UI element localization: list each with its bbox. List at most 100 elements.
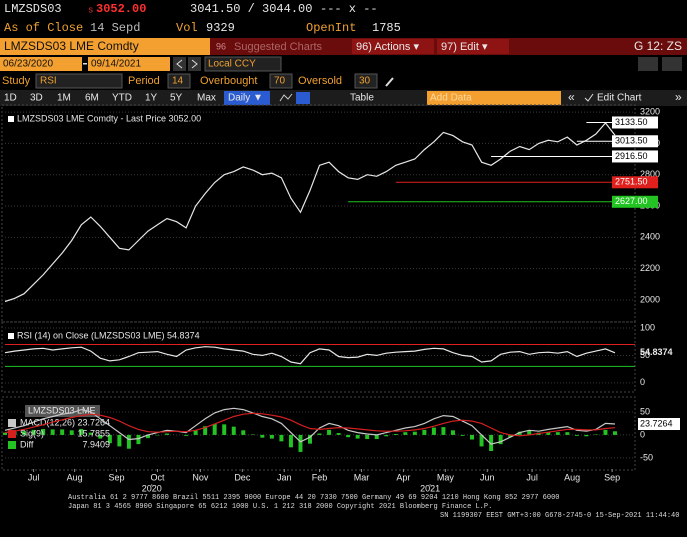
x-tick-label: Feb: [312, 472, 328, 482]
panel-border: [1, 104, 636, 323]
bar-icon[interactable]: [296, 92, 310, 104]
line-icon[interactable]: [279, 93, 293, 102]
last-value: 54.8374: [640, 347, 673, 357]
collapse[interactable]: «: [568, 90, 575, 104]
y-tick-label: 2000: [640, 294, 660, 304]
level-box: [612, 195, 658, 208]
start-date-box[interactable]: [0, 57, 82, 71]
vol-label: Vol: [176, 21, 198, 35]
legend-swatch: [8, 430, 16, 438]
rsi-line: [4, 346, 616, 365]
y-tick-label: 2800: [640, 169, 660, 179]
series-line: [4, 412, 616, 437]
edit-chart[interactable]: Edit Chart: [597, 93, 642, 104]
period-button[interactable]: 6M: [85, 93, 99, 104]
end-date-box[interactable]: [88, 57, 170, 71]
histogram-bar: [365, 434, 370, 440]
table[interactable]: Table: [350, 93, 374, 104]
price-line: [4, 122, 616, 303]
suggested-num: 96: [216, 41, 226, 51]
next-button[interactable]: [188, 57, 201, 71]
histogram-bar: [489, 434, 494, 451]
histogram-bar: [555, 432, 560, 435]
histogram-bar: [222, 424, 227, 435]
pencil-icon[interactable]: [385, 77, 394, 87]
histogram-bar: [346, 434, 351, 438]
histogram-bar: [308, 434, 312, 444]
expand[interactable]: »: [675, 90, 682, 104]
period-button[interactable]: 1Y: [145, 93, 158, 104]
undo[interactable]: [638, 57, 658, 71]
overbought-box[interactable]: [269, 73, 293, 89]
security: LMZSDS03 LME Comdty: [4, 39, 139, 53]
oi-label: OpenInt: [306, 21, 356, 35]
legend-swatch: [8, 333, 14, 339]
y-tick-label: 0: [640, 377, 645, 387]
period-button[interactable]: Max: [197, 93, 216, 104]
histogram-bar: [79, 428, 84, 435]
security-box[interactable]: [0, 38, 210, 55]
x-tick-label: Jul: [526, 472, 538, 482]
x-tick-label: Dec: [234, 472, 251, 482]
histogram-bar: [431, 427, 436, 435]
footer-line: SN 1199307 EEST GMT+3:00 G678-2745-0 15-…: [440, 512, 679, 520]
panel-border: [1, 396, 636, 471]
add-data-box[interactable]: [427, 91, 561, 105]
oversold-box[interactable]: [354, 73, 378, 89]
ticker: LMZSDS03: [4, 2, 62, 16]
period-label: Period: [128, 75, 160, 87]
last-value-box: [638, 418, 680, 431]
currency-box[interactable]: [204, 56, 282, 72]
histogram-bar: [498, 434, 503, 445]
prev-button[interactable]: [173, 57, 186, 71]
check-icon: [584, 93, 594, 102]
period-box[interactable]: [167, 73, 191, 89]
chart-title: RSI (14) on Close (LMZSDS03 LME) 54.8374: [17, 330, 200, 340]
histogram-bar: [288, 434, 293, 448]
histogram-bar: [527, 430, 532, 435]
histogram-bar: [450, 430, 455, 435]
histogram-bar: [508, 434, 513, 438]
period-button[interactable]: 1M: [57, 93, 71, 104]
change: --- x --: [320, 2, 378, 16]
suggested-charts[interactable]: Suggested Charts: [234, 41, 323, 53]
histogram-bar: [203, 426, 208, 435]
histogram-bar: [69, 430, 74, 435]
level-box: [612, 176, 658, 189]
histogram-bar: [613, 431, 617, 435]
frequency-button[interactable]: [224, 91, 270, 105]
x-tick-label: Sep: [604, 472, 620, 482]
settle-flag: s: [88, 5, 93, 15]
level-label: 2627.00: [615, 196, 648, 206]
y-tick-label: 50: [640, 406, 650, 416]
add-data: Add Data: [430, 93, 472, 104]
legend-name: Sig(9): [20, 428, 44, 438]
histogram-bar: [60, 429, 65, 435]
histogram-bar: [3, 432, 7, 435]
actions-button[interactable]: [352, 39, 434, 54]
study-box[interactable]: [35, 73, 123, 89]
page-code: G 12: ZS: [634, 39, 682, 53]
period-button[interactable]: 3D: [30, 93, 43, 104]
histogram-bar: [470, 434, 475, 440]
bid-ask: 3041.50 / 3044.00: [190, 2, 312, 16]
y-tick-label: -50: [640, 452, 653, 462]
histogram-bar: [184, 434, 189, 436]
redo[interactable]: [662, 57, 682, 71]
year-label: 2021: [420, 483, 440, 493]
legend-value: 7.9409: [82, 439, 110, 449]
last-value: 23.7264: [640, 418, 673, 428]
period-button[interactable]: 5Y: [170, 93, 183, 104]
period-button[interactable]: YTD: [112, 93, 132, 104]
histogram-bar: [584, 434, 589, 437]
period-button[interactable]: 1D: [4, 93, 17, 104]
x-tick-label: Mar: [354, 472, 370, 482]
histogram-bar: [241, 430, 246, 435]
edit-button[interactable]: [437, 39, 509, 54]
legend-swatch: [8, 419, 16, 427]
legend-value: 15.7855: [77, 428, 110, 438]
histogram-bar: [298, 434, 303, 452]
chart-title: LMZSDS03 LME Comdty - Last Price 3052.00: [17, 113, 201, 123]
histogram-bar: [107, 434, 112, 444]
